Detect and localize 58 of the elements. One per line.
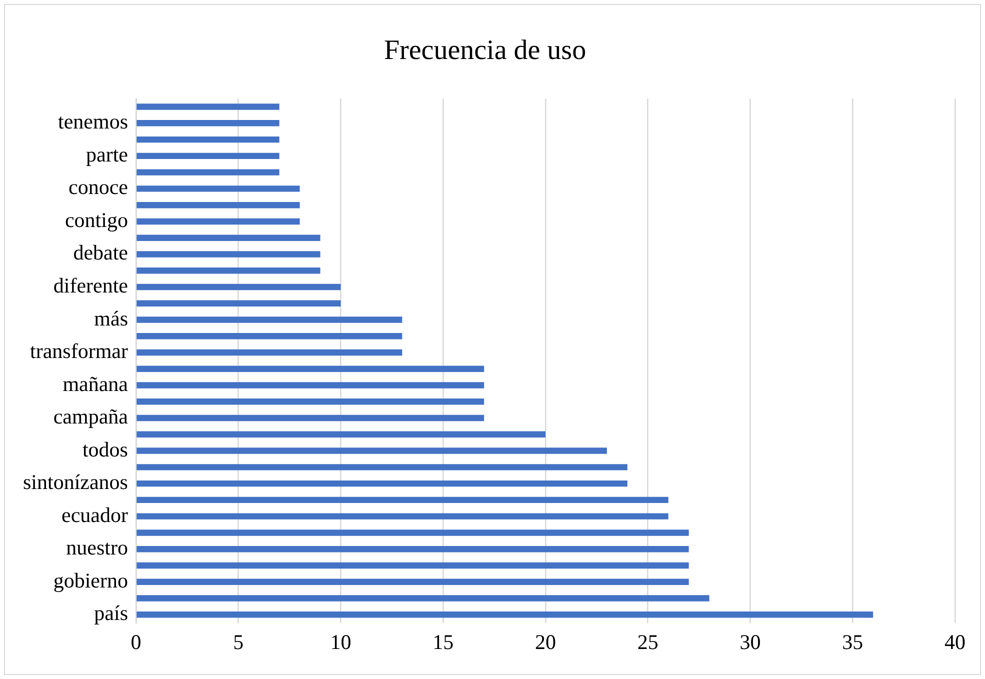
bar xyxy=(136,349,402,356)
chart-title: Frecuencia de uso xyxy=(384,35,586,66)
bar xyxy=(136,595,710,602)
bar xyxy=(136,414,484,422)
y-tick-label: transformar xyxy=(30,339,128,364)
bar xyxy=(136,202,300,208)
bar xyxy=(136,284,341,290)
y-tick-label: más xyxy=(94,306,128,330)
bar xyxy=(136,562,689,569)
y-tick-label: país xyxy=(94,601,128,626)
y-tick-label: sintonízanos xyxy=(22,470,128,494)
x-tick-label: 5 xyxy=(233,630,244,654)
x-tick-label: 20 xyxy=(534,630,556,654)
bar xyxy=(136,218,300,225)
x-tick-label: 30 xyxy=(740,630,761,654)
y-tick-label: tenemos xyxy=(58,110,128,134)
bar xyxy=(136,251,320,258)
x-tick-label: 25 xyxy=(637,630,658,654)
y-tick-label: ecuador xyxy=(62,502,128,527)
bar xyxy=(136,136,280,143)
bar xyxy=(136,530,689,536)
bar xyxy=(136,300,341,306)
bar xyxy=(136,448,607,454)
bar xyxy=(136,104,280,110)
bar xyxy=(136,431,546,438)
bar xyxy=(136,398,484,405)
bar xyxy=(136,382,484,388)
y-tick-label: conoce xyxy=(68,175,128,200)
bar xyxy=(136,480,628,487)
y-tick-label: debate xyxy=(73,240,128,265)
y-tick-label: nuestro xyxy=(66,536,128,560)
y-tick-label: contigo xyxy=(64,208,128,232)
y-tick-label: todos xyxy=(82,437,128,462)
bar xyxy=(136,267,320,274)
bar xyxy=(136,169,280,176)
bar xyxy=(136,152,280,160)
y-tick-label: gobierno xyxy=(53,568,128,592)
bar xyxy=(136,611,874,618)
x-tick-label: 40 xyxy=(944,630,966,654)
bar xyxy=(136,464,628,470)
bar xyxy=(136,513,668,520)
bar xyxy=(136,316,402,323)
y-tick-label: diferente xyxy=(53,274,128,298)
y-tick-label: parte xyxy=(86,142,128,166)
bar xyxy=(136,366,484,372)
bar xyxy=(136,120,280,126)
bar xyxy=(136,546,689,552)
bar xyxy=(136,578,689,585)
bar xyxy=(136,333,402,340)
bar xyxy=(136,234,320,241)
y-tick-label: campaña xyxy=(53,404,129,429)
x-tick-label: 35 xyxy=(842,630,864,654)
bar xyxy=(136,496,668,504)
x-tick-label: 15 xyxy=(432,630,454,654)
y-tick-label: mañana xyxy=(62,372,129,396)
bar xyxy=(136,186,300,192)
x-tick-label: 10 xyxy=(330,630,352,654)
x-tick-label: 0 xyxy=(130,630,142,654)
